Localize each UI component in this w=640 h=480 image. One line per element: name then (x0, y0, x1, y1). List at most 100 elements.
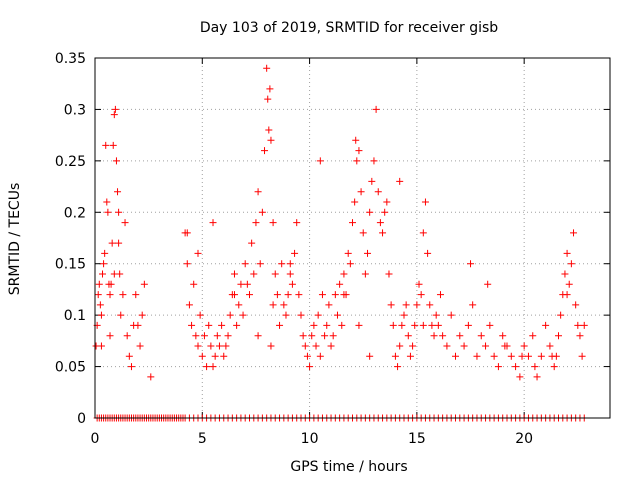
data-point (117, 311, 125, 319)
data-point (125, 352, 133, 360)
data-point (264, 95, 272, 103)
data-point (312, 342, 320, 350)
data-point (419, 321, 427, 329)
data-point (183, 229, 191, 237)
data-point (188, 321, 196, 329)
data-point (293, 219, 301, 227)
data-point (368, 177, 376, 185)
data-point (211, 352, 219, 360)
data-point (220, 352, 228, 360)
data-point (417, 291, 425, 299)
plot-frame (94, 57, 611, 419)
data-point (297, 311, 305, 319)
data-point (314, 311, 322, 319)
data-point (123, 332, 131, 340)
data-point (138, 311, 146, 319)
data-point (200, 332, 208, 340)
data-point (421, 198, 429, 206)
data-point (248, 239, 256, 247)
data-point (546, 342, 554, 350)
data-point (222, 342, 230, 350)
data-point (520, 342, 528, 350)
data-point (512, 363, 520, 371)
data-point (110, 111, 118, 119)
data-point (346, 260, 354, 268)
y-tick-label: 0.05 (55, 360, 86, 376)
data-point (428, 321, 436, 329)
data-point (140, 280, 148, 288)
data-point (278, 260, 286, 268)
data-point (263, 64, 271, 72)
data-point (379, 229, 387, 237)
data-point (185, 301, 193, 309)
data-point (329, 332, 337, 340)
data-point (486, 321, 494, 329)
data-point (331, 291, 339, 299)
y-axis-label: SRMTID / TECUs (7, 183, 23, 296)
data-point (353, 157, 361, 165)
y-axis-tick-labels: 0 0.05 0.1 0.15 0.2 0.25 0.3 0.35 (55, 51, 86, 427)
data-point (516, 373, 524, 381)
y-tick-label: 0 (77, 411, 86, 427)
data-points (92, 64, 588, 422)
data-point (572, 301, 580, 309)
data-point (269, 219, 277, 227)
data-point (218, 321, 226, 329)
data-point (316, 157, 324, 165)
data-point (327, 342, 335, 350)
data-point (351, 198, 359, 206)
data-point (578, 352, 586, 360)
data-point (303, 352, 311, 360)
data-point (207, 342, 215, 350)
data-point (439, 332, 447, 340)
x-axis-tick-labels: 0 5 10 15 20 (91, 431, 534, 447)
data-point (226, 311, 234, 319)
data-point (376, 219, 384, 227)
data-point (473, 352, 481, 360)
data-point (580, 321, 588, 329)
axis-ticks (94, 57, 610, 419)
data-point (269, 301, 277, 309)
data-point (402, 301, 410, 309)
data-point (261, 147, 269, 155)
data-point (266, 85, 274, 93)
data-point (265, 126, 273, 134)
data-point (366, 352, 374, 360)
data-point (563, 291, 571, 299)
data-point (424, 249, 432, 257)
data-point (550, 363, 558, 371)
data-point (374, 188, 382, 196)
y-tick-label: 0.3 (64, 102, 86, 118)
grid-lines (95, 58, 610, 418)
data-point (254, 188, 262, 196)
data-point (306, 363, 314, 371)
data-point (115, 239, 123, 247)
data-point (286, 260, 294, 268)
data-point (366, 208, 374, 216)
data-point (96, 301, 104, 309)
data-point (391, 352, 399, 360)
data-point (121, 219, 129, 227)
data-point (256, 260, 264, 268)
chart-title: Day 103 of 2019, SRMTID for receiver gis… (200, 20, 498, 36)
data-point (333, 311, 341, 319)
data-point (398, 321, 406, 329)
data-point (110, 270, 118, 278)
data-point (396, 177, 404, 185)
data-point (355, 321, 363, 329)
data-point (340, 270, 348, 278)
data-point (325, 301, 333, 309)
data-point (291, 249, 299, 257)
data-point (203, 363, 211, 371)
data-point (436, 291, 444, 299)
data-point (107, 280, 115, 288)
data-point (273, 291, 281, 299)
data-point (364, 249, 372, 257)
data-point (194, 342, 202, 350)
data-point (230, 270, 238, 278)
data-point (340, 291, 348, 299)
data-point (246, 291, 253, 299)
data-point (134, 321, 142, 329)
x-tick-label: 20 (515, 431, 533, 447)
data-point (400, 311, 408, 319)
